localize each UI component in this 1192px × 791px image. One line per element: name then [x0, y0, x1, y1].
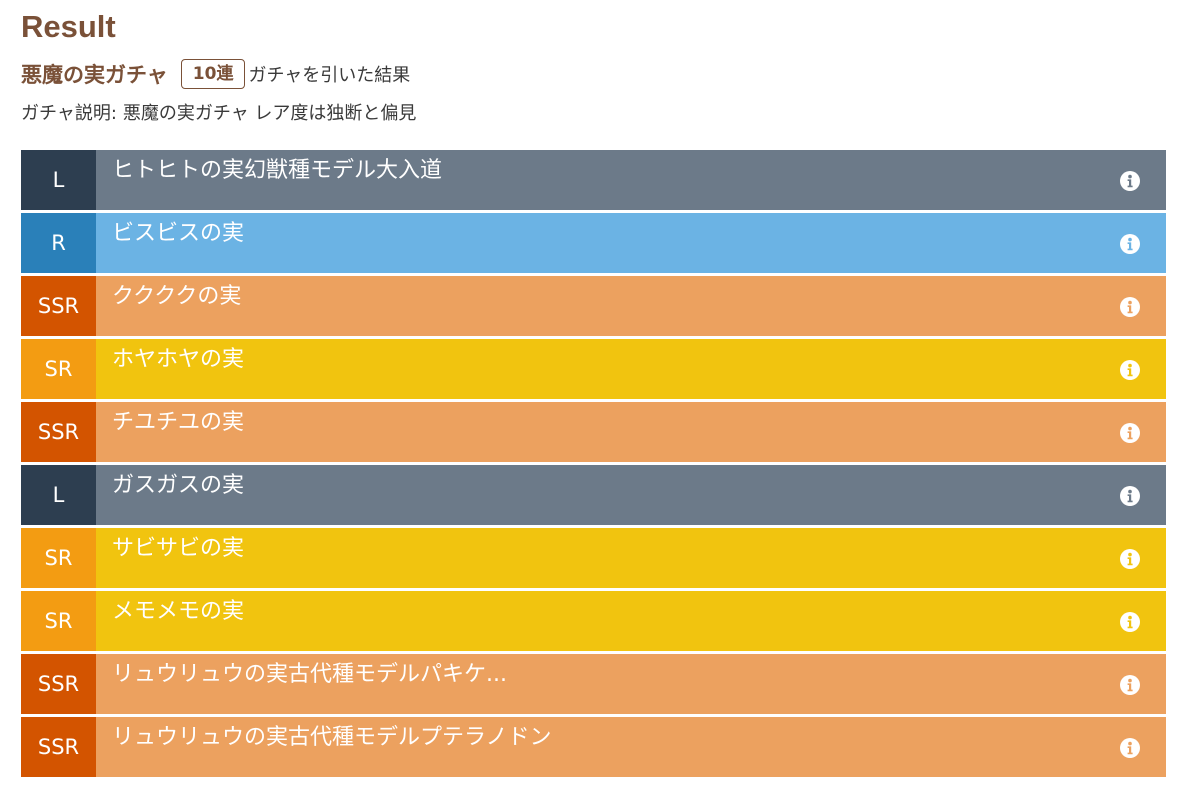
gacha-name: 悪魔の実ガチャ	[21, 63, 168, 87]
item-name: リュウリュウの実古代種モデルプテラノドン	[112, 725, 552, 750]
result-item: ヒトヒトの実幻獣種モデル大入道	[96, 150, 1166, 210]
result-row: SSR ククククの実	[21, 276, 1166, 336]
result-item: メモメモの実	[96, 591, 1166, 651]
result-item: ククククの実	[96, 276, 1166, 336]
result-item: ビスビスの実	[96, 213, 1166, 273]
info-icon[interactable]	[1120, 675, 1140, 695]
result-row: SR ホヤホヤの実	[21, 339, 1166, 399]
result-item: ガスガスの実	[96, 465, 1166, 525]
page-title: Result	[21, 9, 116, 44]
item-name: リュウリュウの実古代種モデルパキケ...	[112, 662, 507, 687]
info-icon[interactable]	[1120, 297, 1140, 317]
rarity-badge: SR	[21, 591, 96, 651]
info-icon[interactable]	[1120, 234, 1140, 254]
gacha-subtitle: 悪魔の実ガチャ 10連 ガチャを引いた結果	[21, 55, 410, 93]
result-row: SR サビサビの実	[21, 528, 1166, 588]
result-row: L ガスガスの実	[21, 465, 1166, 525]
result-row: SSR リュウリュウの実古代種モデルプテラノドン	[21, 717, 1166, 777]
info-icon[interactable]	[1120, 171, 1140, 191]
result-item: リュウリュウの実古代種モデルパキケ...	[96, 654, 1166, 714]
subtitle-suffix: ガチャを引いた結果	[248, 65, 411, 86]
item-name: ホヤホヤの実	[112, 347, 245, 372]
rarity-badge: SSR	[21, 402, 96, 462]
description-label: ガチャ説明:	[21, 103, 117, 124]
item-name: ククククの実	[112, 284, 242, 309]
item-name: ガスガスの実	[112, 473, 245, 498]
rarity-badge: SSR	[21, 654, 96, 714]
rarity-badge: L	[21, 150, 96, 210]
result-item: サビサビの実	[96, 528, 1166, 588]
result-item: チユチユの実	[96, 402, 1166, 462]
rarity-badge: R	[21, 213, 96, 273]
info-icon[interactable]	[1120, 423, 1140, 443]
gacha-description: ガチャ説明: 悪魔の実ガチャ レア度は独断と偏見	[21, 100, 416, 128]
info-icon[interactable]	[1120, 549, 1140, 569]
result-row: SSR リュウリュウの実古代種モデルパキケ...	[21, 654, 1166, 714]
result-item: リュウリュウの実古代種モデルプテラノドン	[96, 717, 1166, 777]
result-row: L ヒトヒトの実幻獣種モデル大入道	[21, 150, 1166, 210]
info-icon[interactable]	[1120, 360, 1140, 380]
draw-count-badge: 10連	[180, 59, 246, 89]
item-name: メモメモの実	[112, 599, 245, 624]
result-item: ホヤホヤの実	[96, 339, 1166, 399]
result-row: R ビスビスの実	[21, 213, 1166, 273]
result-row: SR メモメモの実	[21, 591, 1166, 651]
rarity-badge: SSR	[21, 276, 96, 336]
info-icon[interactable]	[1120, 738, 1140, 758]
rarity-badge: SSR	[21, 717, 96, 777]
item-name: チユチユの実	[112, 410, 245, 435]
info-icon[interactable]	[1120, 612, 1140, 632]
rarity-badge: SR	[21, 339, 96, 399]
rarity-badge: SR	[21, 528, 96, 588]
description-text: 悪魔の実ガチャ レア度は独断と偏見	[122, 103, 417, 124]
item-name: ビスビスの実	[112, 221, 245, 246]
results-list: L ヒトヒトの実幻獣種モデル大入道 R ビスビスの実 SSR ククククの実 SR…	[21, 150, 1166, 780]
item-name: サビサビの実	[112, 536, 245, 561]
info-icon[interactable]	[1120, 486, 1140, 506]
result-row: SSR チユチユの実	[21, 402, 1166, 462]
item-name: ヒトヒトの実幻獣種モデル大入道	[112, 158, 443, 183]
rarity-badge: L	[21, 465, 96, 525]
